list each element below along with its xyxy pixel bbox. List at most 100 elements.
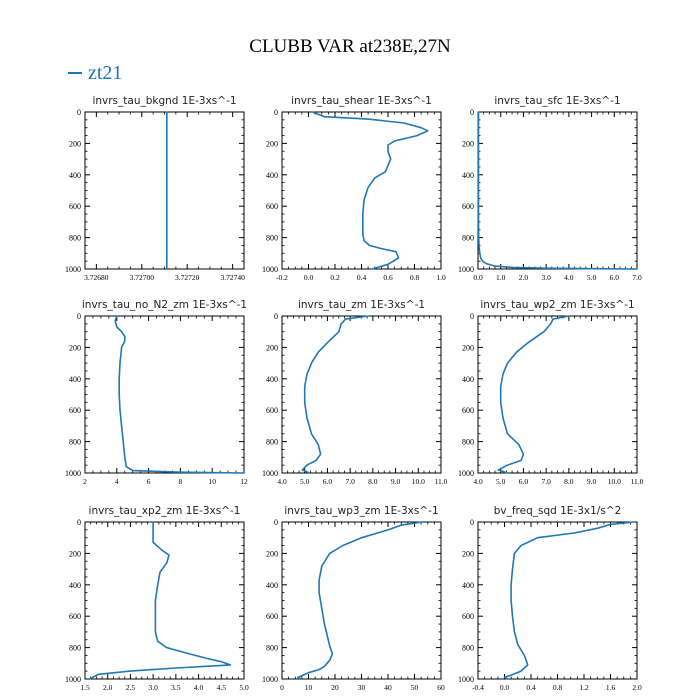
- y-tick-label: 0: [470, 312, 474, 321]
- x-tick-label: 4.5: [217, 683, 227, 692]
- x-tick-label: 0.4: [526, 683, 536, 692]
- y-tick-label: 200: [266, 139, 278, 148]
- y-tick-label: 1000: [65, 675, 81, 684]
- x-tick-label: 6.0: [610, 273, 620, 282]
- y-tick-label: 600: [462, 202, 474, 211]
- y-tick-label: 1000: [458, 469, 474, 478]
- x-tick-label: 4.0: [473, 477, 483, 486]
- panel-7: invrs_tau_xp2_zm 1E-3xs^-1 0 200 400 600 800 1…: [65, 505, 249, 692]
- panel-1: invrs_tau_bkgnd 1E-3xs^-1 0 200 400 600 800 10…: [65, 95, 245, 282]
- x-tick-label: 10: [208, 477, 216, 486]
- x-tick-label: 0.2: [330, 273, 340, 282]
- x-tick-label: 10.0: [608, 477, 621, 486]
- y-tick-label: 200: [266, 343, 278, 352]
- panel-6: invrs_tau_wp2_zm 1E-3xs^-1 0 200 400 600 800 1…: [458, 299, 644, 486]
- y-tick-label: 200: [462, 343, 474, 352]
- y-tick-label: 1000: [458, 265, 474, 274]
- x-tick-label: 0.0: [304, 273, 314, 282]
- panel-9: bv_freq_sqd 1E-3x1/s^2 0 200 400 600 800 1000-…: [458, 505, 642, 692]
- x-tick-label: 12: [240, 477, 248, 486]
- x-tick-label: 4: [115, 477, 119, 486]
- x-tick-label: 7.0: [345, 477, 355, 486]
- series-line: [114, 315, 245, 474]
- panel-5: invrs_tau_zm 1E-3xs^-1 0 200 400 600 800 10004…: [262, 299, 448, 486]
- y-tick-label: 0: [77, 518, 81, 527]
- x-tick-label: 4.0: [564, 273, 574, 282]
- x-tick-label: 2: [83, 477, 87, 486]
- x-tick-label: 11.0: [435, 477, 448, 486]
- panel-title: invrs_tau_no_N2_zm 1E-3xs^-1: [82, 299, 247, 311]
- legend-label: zt21: [88, 61, 123, 84]
- y-tick-label: 400: [266, 581, 278, 590]
- x-tick-label: 3.72680: [84, 273, 109, 282]
- x-tick-label: 2.5: [126, 683, 136, 692]
- x-tick-label: 2.0: [632, 683, 642, 692]
- y-tick-label: 200: [69, 343, 81, 352]
- plot-frame: [281, 521, 442, 680]
- x-tick-label: 30: [358, 683, 366, 692]
- series-line: [497, 315, 570, 474]
- panel-title: invrs_tau_bkgnd 1E-3xs^-1: [92, 95, 236, 107]
- panel-3: invrs_tau_sfc 1E-3xs^-1 0 200 400 600 800 1000…: [458, 95, 642, 282]
- legend-swatch: [68, 72, 82, 74]
- panel-title: invrs_tau_wp3_zm 1E-3xs^-1: [284, 505, 438, 517]
- x-tick-label: 1.0: [496, 273, 506, 282]
- x-tick-label: 6.0: [519, 477, 529, 486]
- y-tick-label: 0: [77, 312, 81, 321]
- x-tick-label: 3.5: [171, 683, 181, 692]
- y-tick-label: 1000: [458, 675, 474, 684]
- y-tick-label: 400: [462, 581, 474, 590]
- series-line: [311, 111, 429, 270]
- x-tick-label: 5.0: [496, 477, 506, 486]
- y-tick-label: 200: [462, 549, 474, 558]
- legend: zt21: [68, 60, 122, 86]
- x-tick-label: 1.6: [606, 683, 616, 692]
- y-tick-label: 400: [69, 581, 81, 590]
- x-tick-label: 60: [437, 683, 445, 692]
- series-line: [503, 521, 635, 680]
- y-tick-label: 0: [470, 108, 474, 117]
- series-line: [297, 521, 424, 680]
- y-tick-label: 600: [69, 202, 81, 211]
- y-tick-label: 800: [69, 438, 81, 447]
- y-tick-label: 0: [274, 518, 278, 527]
- x-tick-label: 3.72700: [130, 273, 155, 282]
- x-tick-label: 3.72720: [175, 273, 200, 282]
- plot-frame: [477, 111, 638, 270]
- x-tick-label: 5.0: [300, 477, 310, 486]
- y-tick-label: 800: [69, 234, 81, 243]
- y-tick-label: 800: [462, 438, 474, 447]
- x-tick-label: 0.4: [357, 273, 367, 282]
- plot-frame: [477, 521, 638, 680]
- x-tick-label: 1.2: [579, 683, 589, 692]
- y-tick-label: 600: [69, 406, 81, 415]
- y-tick-label: 1000: [262, 469, 278, 478]
- x-tick-label: 0.8: [553, 683, 563, 692]
- x-tick-label: 4.0: [194, 683, 204, 692]
- x-tick-label: 0.6: [383, 273, 393, 282]
- x-tick-label: 20: [331, 683, 339, 692]
- series-line: [477, 111, 638, 270]
- y-tick-label: 800: [69, 644, 81, 653]
- x-tick-label: 0.0: [473, 273, 483, 282]
- x-tick-label: 0.8: [410, 273, 420, 282]
- x-tick-label: 0: [280, 683, 284, 692]
- series-line: [301, 315, 370, 474]
- x-tick-label: 11.0: [631, 477, 644, 486]
- x-tick-label: 8.0: [368, 477, 378, 486]
- y-tick-label: 400: [266, 375, 278, 384]
- x-tick-label: 6.0: [323, 477, 333, 486]
- x-tick-label: 10: [305, 683, 313, 692]
- figure-title: CLUBB VAR at238E,27N: [249, 36, 451, 57]
- y-tick-label: 400: [69, 375, 81, 384]
- x-tick-label: 7.0: [541, 477, 551, 486]
- x-tick-label: 3.0: [541, 273, 551, 282]
- x-tick-label: 8: [179, 477, 183, 486]
- y-tick-label: 1000: [65, 469, 81, 478]
- x-tick-label: 2.0: [519, 273, 529, 282]
- plot-frame: [84, 521, 245, 680]
- plot-frame: [84, 315, 245, 474]
- x-tick-label: 4.0: [277, 477, 287, 486]
- x-tick-label: -0.4: [472, 683, 484, 692]
